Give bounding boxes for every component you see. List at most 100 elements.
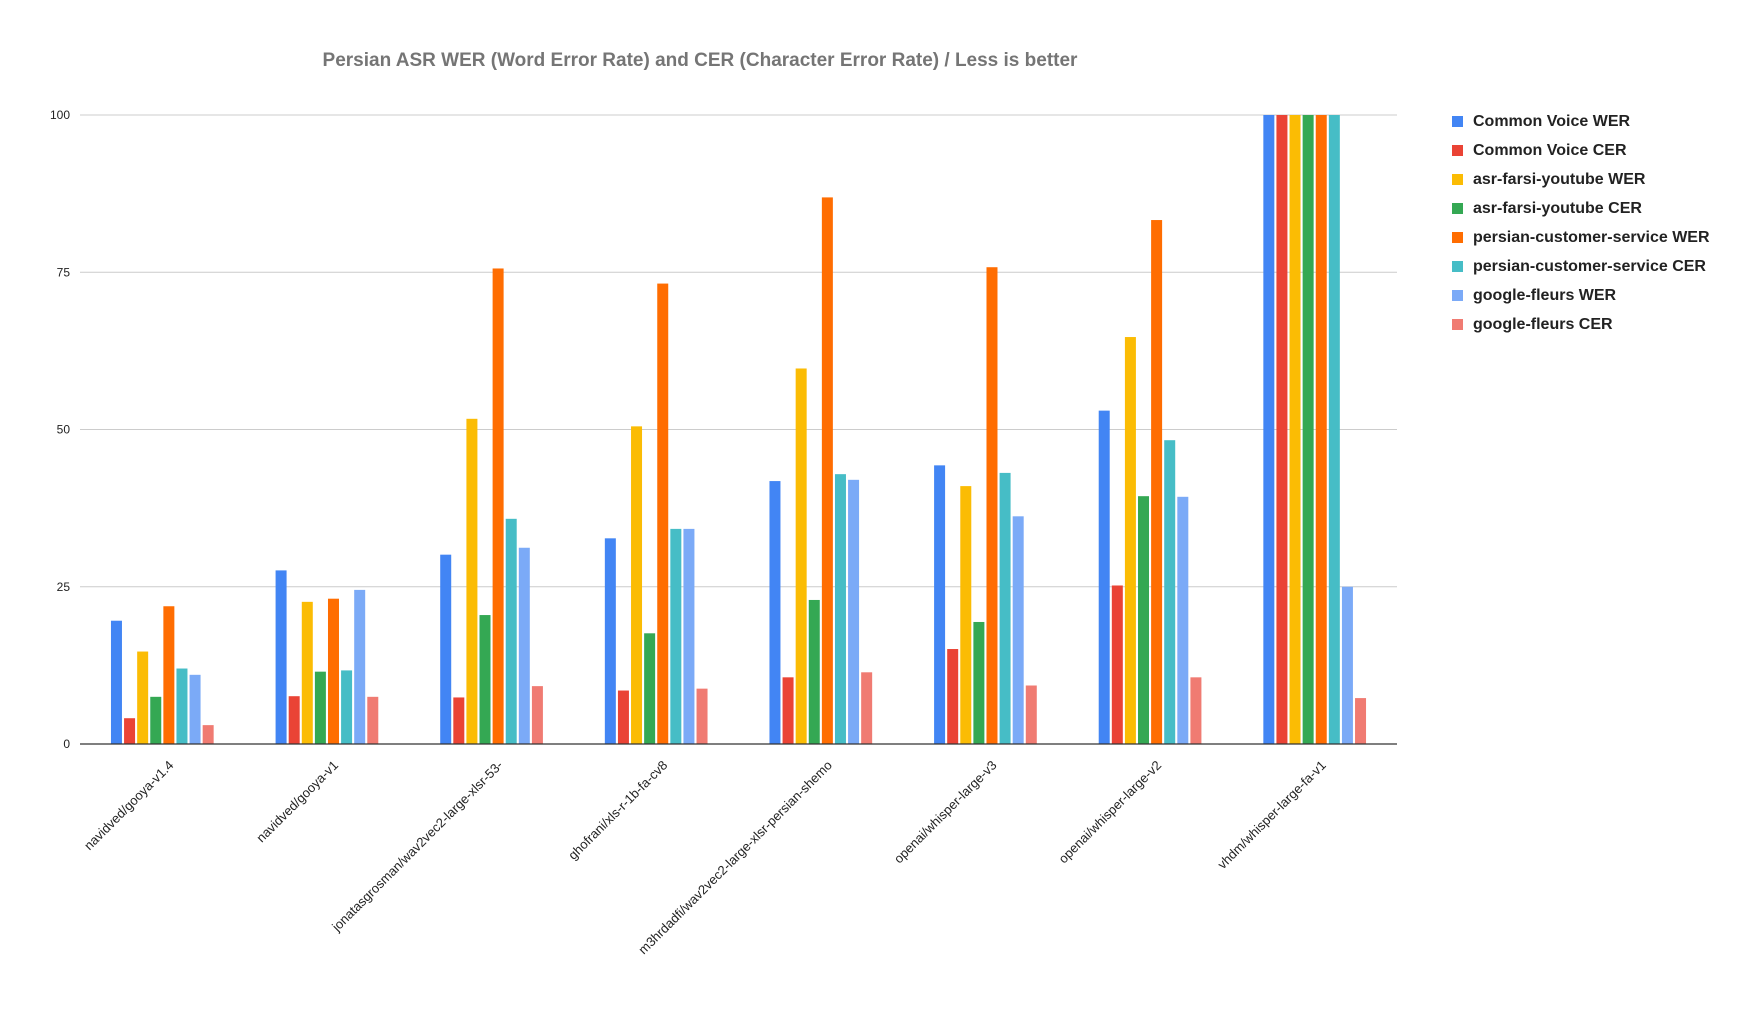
legend: Common Voice WER Common Voice CER asr-fars… (1452, 107, 1710, 339)
bar (327, 598, 339, 744)
bar (1355, 698, 1367, 744)
bar (531, 686, 543, 744)
legend-label: google-fleurs CER (1473, 315, 1613, 333)
legend-label: persian-customer-service CER (1473, 257, 1706, 275)
y-tick-label: 50 (57, 423, 71, 437)
chart-title: Persian ASR WER (Word Error Rate) and CE… (322, 50, 1078, 71)
legend-item: asr-farsi-youtube WER (1452, 165, 1710, 194)
x-category-label: navidved/gooya-v1.4 (81, 758, 176, 853)
bar (453, 697, 465, 744)
bar (986, 267, 998, 744)
bar (1098, 410, 1110, 744)
bar (808, 599, 820, 744)
bar (1190, 677, 1202, 744)
bar (644, 633, 656, 744)
bar (1124, 337, 1136, 744)
x-category-label: jonatasgrosman/wav2vec2-large-xlsr-53- (328, 758, 505, 935)
legend-swatch (1452, 203, 1463, 214)
bar (1111, 585, 1123, 744)
bar (518, 547, 530, 744)
legend-swatch (1452, 319, 1463, 330)
bar (440, 554, 452, 744)
legend-label: asr-farsi-youtube WER (1473, 170, 1646, 188)
bar (1263, 115, 1275, 744)
bar (947, 649, 959, 744)
x-axis-category-labels: navidved/gooya-v1.4 navidved/gooya-v1jona… (81, 758, 1329, 958)
legend-swatch (1452, 145, 1463, 156)
bars (110, 115, 1367, 745)
legend-item: persian-customer-service WER (1452, 223, 1710, 252)
bar (110, 620, 122, 744)
bar (1138, 496, 1150, 744)
bar (848, 479, 860, 744)
legend-label: asr-farsi-youtube CER (1473, 199, 1642, 217)
bar (973, 621, 985, 744)
bar (999, 472, 1011, 744)
bar (1276, 115, 1288, 744)
bar (657, 283, 669, 744)
bar (288, 696, 300, 744)
bar (301, 601, 313, 744)
bar (696, 688, 708, 744)
bar (492, 268, 504, 744)
legend-item: Common Voice WER (1452, 107, 1710, 136)
bar (769, 481, 781, 744)
legend-label: Common Voice CER (1473, 141, 1627, 159)
bar (202, 725, 214, 744)
bar (1151, 220, 1163, 745)
legend-swatch (1452, 290, 1463, 301)
legend-swatch (1452, 261, 1463, 272)
legend-item: Common Voice CER (1452, 136, 1710, 165)
y-tick-label: 100 (50, 108, 70, 122)
x-category-label: navidved/gooya-v1 (253, 758, 341, 846)
bar (163, 606, 175, 744)
bar (466, 418, 478, 744)
bar (354, 589, 366, 744)
bar (1341, 586, 1353, 744)
bar (1025, 685, 1037, 744)
bar (275, 570, 287, 744)
bar (960, 486, 972, 744)
bar (176, 668, 188, 744)
bar (189, 674, 201, 744)
y-tick-label: 25 (57, 580, 71, 594)
bar (782, 677, 794, 744)
bar (1302, 115, 1314, 744)
bar (1012, 516, 1024, 744)
y-tick-label: 75 (57, 265, 71, 279)
bar (1315, 115, 1327, 744)
bar (314, 671, 326, 744)
x-category-label: ghofrani/xls-r-1b-fa-cv8 (565, 758, 670, 863)
bar (670, 528, 682, 744)
bar (1289, 115, 1301, 744)
legend-item: asr-farsi-youtube CER (1452, 194, 1710, 223)
bar (604, 538, 616, 744)
legend-swatch (1452, 174, 1463, 185)
y-axis-tick-labels: 0 25 50 75 100 (50, 108, 70, 751)
bar (795, 368, 807, 744)
x-category-label: openai/whisper-large-v2 (1055, 758, 1164, 867)
y-tick-label: 0 (63, 737, 70, 751)
bar (683, 528, 695, 744)
bar (821, 197, 833, 745)
bar (1164, 440, 1176, 744)
bar (1177, 496, 1189, 744)
bar (1328, 115, 1340, 744)
legend-item: persian-customer-service CER (1452, 252, 1710, 281)
gridlines (80, 114, 1397, 588)
legend-label: Common Voice WER (1473, 112, 1631, 130)
bar (631, 426, 643, 744)
bar (505, 518, 517, 744)
bar (367, 696, 379, 744)
legend-item: google-fleurs CER (1452, 310, 1710, 339)
x-category-label: openai/whisper-large-v3 (891, 758, 1000, 867)
legend-swatch (1452, 232, 1463, 243)
bar (479, 615, 491, 744)
bar (861, 672, 873, 744)
x-category-label: vhdm/whisper-large-fa-v1 (1214, 758, 1328, 872)
legend-swatch (1452, 116, 1463, 127)
bar (150, 696, 162, 744)
bar (617, 690, 629, 744)
legend-label: google-fleurs WER (1473, 286, 1617, 304)
